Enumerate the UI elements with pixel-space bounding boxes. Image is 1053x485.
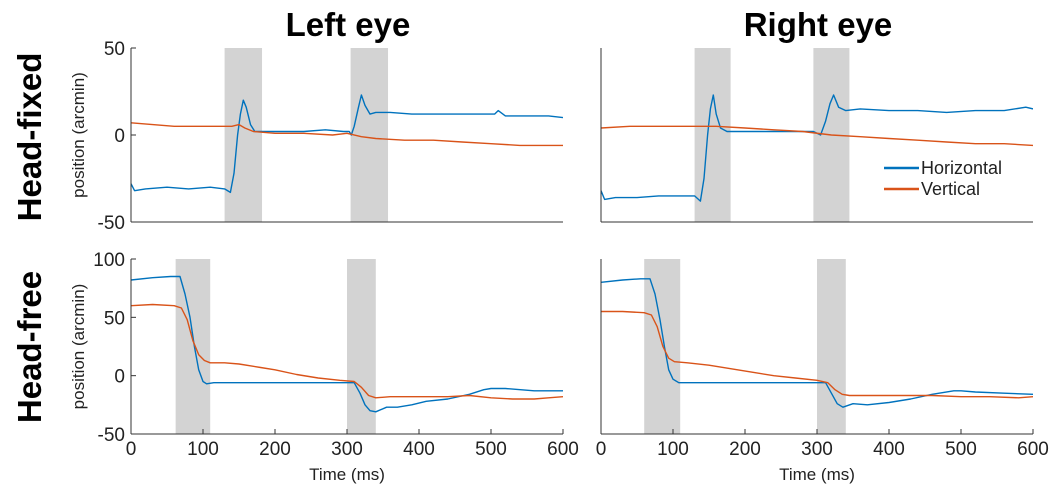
column-title-left-eye: Left eye bbox=[286, 6, 411, 43]
series-line-vertical bbox=[131, 122, 563, 147]
legend-label-horizontal: Horizontal bbox=[921, 158, 1002, 178]
y-tick-label: 50 bbox=[104, 39, 125, 60]
x-tick-label: 500 bbox=[475, 439, 507, 460]
x-tick-label: 200 bbox=[729, 439, 761, 460]
shaded-interval-2 bbox=[817, 259, 846, 434]
y-axis-label: position (arcmin) bbox=[69, 72, 88, 198]
x-tick-label: 600 bbox=[547, 439, 579, 460]
x-axis-label: Time (ms) bbox=[309, 465, 385, 484]
x-tick-label: 0 bbox=[596, 439, 607, 460]
x-tick-label: 400 bbox=[403, 439, 435, 460]
shaded-interval-1 bbox=[694, 48, 731, 222]
series-line-horizontal bbox=[601, 278, 1033, 408]
shaded-interval-2 bbox=[347, 259, 376, 434]
x-tick-label: 200 bbox=[259, 439, 291, 460]
row-title-head-fixed: Head-fixed bbox=[11, 53, 48, 222]
panel-head-fixed-right-eye bbox=[600, 48, 1033, 223]
column-title-right-eye: Right eye bbox=[744, 6, 893, 43]
series-line-vertical bbox=[131, 303, 563, 400]
x-tick-label: 300 bbox=[801, 439, 833, 460]
legend-label-vertical: Vertical bbox=[921, 179, 980, 199]
shaded-interval-1 bbox=[175, 259, 211, 434]
x-tick-label: 400 bbox=[873, 439, 905, 460]
y-tick-label: 0 bbox=[114, 126, 125, 147]
y-tick-label: 50 bbox=[104, 308, 125, 329]
y-tick-label: 100 bbox=[93, 250, 125, 271]
x-tick-label: 500 bbox=[945, 439, 977, 460]
series-line-vertical bbox=[601, 310, 1033, 399]
y-tick-label: 0 bbox=[114, 367, 125, 388]
shaded-interval-1 bbox=[224, 48, 263, 222]
row-title-head-free: Head-free bbox=[11, 271, 48, 423]
x-tick-label: 600 bbox=[1017, 439, 1049, 460]
series-line-vertical bbox=[601, 125, 1033, 147]
x-tick-label: 300 bbox=[331, 439, 363, 460]
panel-head-free-right-eye: 0 100 200 300 400 500 600 Time (ms) bbox=[596, 259, 1049, 484]
series-line-horizontal bbox=[131, 94, 563, 194]
x-axis-label: Time (ms) bbox=[779, 465, 855, 484]
y-tick-label: -50 bbox=[98, 425, 125, 446]
panel-head-fixed-left-eye: -50 0 50 position (arcmin) bbox=[69, 39, 563, 234]
y-tick-label: -50 bbox=[98, 213, 125, 234]
y-axis-label: position (arcmin) bbox=[69, 284, 88, 410]
x-tick-label: 100 bbox=[657, 439, 689, 460]
x-tick-label: 100 bbox=[187, 439, 219, 460]
series-line-horizontal bbox=[601, 94, 1033, 202]
x-tick-label: 0 bbox=[126, 439, 137, 460]
